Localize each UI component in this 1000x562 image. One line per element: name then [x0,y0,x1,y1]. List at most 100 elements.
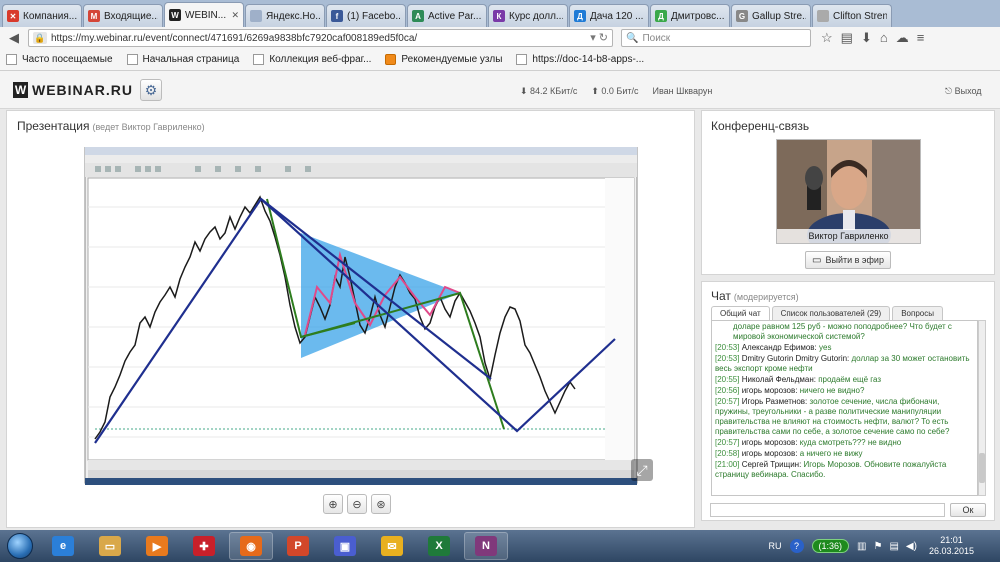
search-input[interactable]: 🔍 Поиск [621,29,811,47]
message-time: [20:53] [715,343,740,352]
url-bar[interactable]: 🔒 https://my.webinar.ru/event/connect/47… [28,29,613,47]
taskbar-button[interactable]: ✚ [182,532,226,560]
bookmark-item[interactable]: Часто посещаемые [6,54,113,65]
tab-user-list[interactable]: Список пользователей (29) [771,306,891,320]
message-time: [20:55] [715,375,740,384]
exit-button[interactable]: ⎋ Выход [945,86,982,97]
browser-tab[interactable]: G Gallup Stre... [731,4,811,27]
timer-value: 1:36 [821,541,840,551]
go-on-air-button[interactable]: ▭ Выйти в эфир [805,251,891,269]
conference-title: Конференц-связь [711,119,810,133]
taskbar-button[interactable]: ✉ [370,532,414,560]
tab-title: Входящие... [104,10,158,22]
browser-tab[interactable]: Clifton Strength [812,4,892,27]
tab-title: Курс долл... [509,10,563,22]
printer-icon[interactable]: ▤ [889,540,899,552]
browser-tab[interactable]: ✕ Компания... [2,4,82,27]
bookmark-item[interactable]: https://doc-14-b8-apps-... [516,54,644,65]
back-icon[interactable]: ◀ [9,30,19,45]
message-text: Игорь Морозов. Обновите пожалуйста стран… [715,460,947,479]
taskbar-button[interactable]: e [41,532,85,560]
taskbar-button[interactable]: ▶ [135,532,179,560]
outlook-icon: ✉ [381,536,403,556]
browser-tab[interactable]: К Курс долл... [488,4,568,27]
download-speed: ⬇ 84.2 КБит/с [520,86,578,96]
speaker-video[interactable]: Виктор Гавриленко [776,139,921,244]
star-icon[interactable]: ☆ [821,30,833,45]
browser-tab[interactable]: W WEBIN... ✕ [164,2,244,27]
chat-tabs: Общий чат Список пользователей (29) Вопр… [711,306,943,320]
chat-input[interactable] [710,503,945,517]
chat-message-list[interactable]: доларе равном 125 руб - можно поподробне… [711,320,978,496]
browser-tab[interactable]: f (1) Facebo... [326,4,406,27]
browser-tab[interactable]: Яндекс.Но... [245,4,325,27]
zoom-fit-icon[interactable]: ⊛ [371,494,391,514]
conference-panel: Конференц-связь Виктор Гавриленко ▭ Выйт… [701,110,995,275]
media-player-icon: ▶ [146,536,168,556]
taskbar-button[interactable]: X [417,532,461,560]
message-text: доларе равном 125 руб - можно поподробне… [733,322,952,341]
chat-message: [20:55] Николай Фельдман: продаём ещё га… [715,375,974,385]
home-icon[interactable]: ⌂ [879,30,888,45]
browser-tab[interactable]: M Входящие... [83,4,163,27]
close-tab-icon[interactable]: ✕ [231,9,239,20]
bookmark-item[interactable]: Коллекция веб-фраг... [253,54,371,65]
bookmark-label: Начальная страница [142,54,240,65]
bookmark-item[interactable]: Рекомендуемые узлы [385,54,502,65]
page-icon: Д [655,10,667,22]
bookmark-item[interactable]: Начальная страница [126,54,240,65]
flag-icon[interactable]: ⚑ [873,540,883,552]
tab-questions[interactable]: Вопросы [892,306,943,320]
page-icon [126,54,138,65]
taskbar-button[interactable]: ▭ [88,532,132,560]
taskbar-button[interactable]: ▣ [323,532,367,560]
download-icon[interactable]: ⬇ [860,30,872,45]
chat-message: доларе равном 125 руб - можно поподробне… [715,322,974,342]
chat-scrollbar[interactable] [978,320,986,496]
chat-message: [20:57] игорь морозов: куда смотреть??? … [715,438,974,448]
zoom-in-icon[interactable]: ⊕ [323,494,343,514]
bookmarks-icon[interactable]: ▤ [840,30,853,45]
start-button[interactable] [2,531,38,561]
browser-tab[interactable]: Д Дача 120 ... [569,4,649,27]
page-icon [817,10,829,22]
reload-icon[interactable]: ▾ ↻ [590,32,608,44]
language-indicator[interactable]: RU [768,541,782,551]
zoom-out-icon[interactable]: ⊖ [347,494,367,514]
webinar-logo[interactable]: W WEBINAR.RU [13,79,133,101]
help-icon[interactable]: ? [789,539,804,553]
browser-nav-bar: ◀ 🔒 https://my.webinar.ru/event/connect/… [0,27,1000,49]
timer-badge[interactable]: (1:36) [811,539,850,553]
clock[interactable]: 21:01 26.03.2015 [929,535,974,557]
scrollbar-thumb[interactable] [979,453,985,483]
browser-tab[interactable]: Д Дмитровс... [650,4,730,27]
presentation-slide[interactable]: ⤢ [55,146,661,487]
chat-bubble-icon[interactable]: ☁ [895,30,909,45]
page-icon [516,54,528,65]
message-author: игорь морозов: [741,386,798,395]
fullscreen-icon[interactable]: ⤢ [631,459,653,481]
explorer-icon: ▭ [99,536,121,556]
chat-title-label: Чат [711,289,731,303]
taskbar-button[interactable]: P [276,532,320,560]
settings-gear-icon[interactable]: ⚙ [140,79,162,101]
tab-title: Компания... [23,10,77,22]
browser-tab[interactable]: A Active Par... [407,4,487,27]
message-text: куда смотреть??? не видно [799,438,902,447]
taskbar-button[interactable]: ◉ [229,532,273,560]
message-time: [21:00] [715,460,740,469]
chat-title: Чат (модерируется) [711,289,799,303]
page-icon: G [736,10,748,22]
tab-general-chat[interactable]: Общий чат [711,306,770,320]
menu-icon[interactable]: ≡ [916,30,925,45]
volume-icon[interactable]: ◀) [905,540,917,552]
chat-panel: Чат (модерируется) Общий чат Список польз… [701,281,995,521]
acrobat-icon: ✚ [193,536,215,556]
network-icon[interactable]: ▥ [857,540,867,552]
exit-icon: ⎋ [945,86,955,96]
taskbar-button[interactable]: N [464,532,508,560]
send-button[interactable]: Ок [950,503,986,517]
clock-time: 21:01 [940,535,963,545]
connection-stats: ⬇ 84.2 КБит/с ⬆ 0.0 Бит/с Иван Шкварун [520,86,712,97]
windows-taskbar: e ▭ ▶ ✚ ◉ P ▣ ✉ X N RU ? (1:36) ▥ ⚑ ▤ ◀) 21:01 26… [0,530,1000,562]
